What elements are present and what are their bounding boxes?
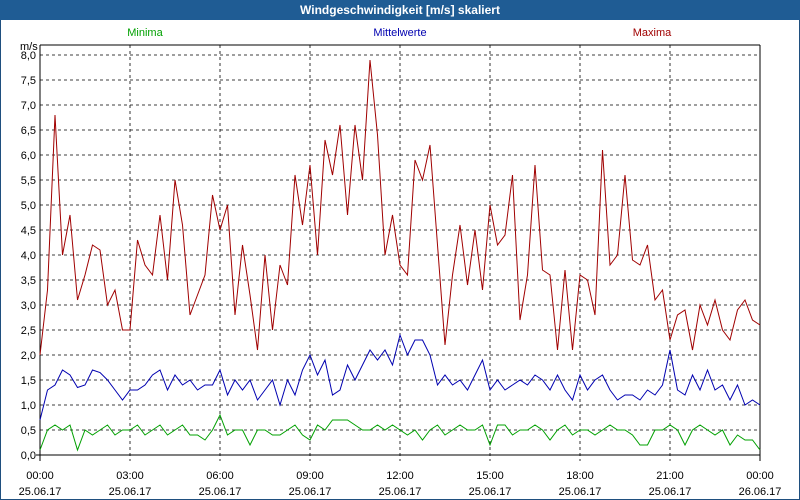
y-tick-label: 6,5 (21, 125, 36, 137)
y-tick-label: 8,0 (21, 50, 36, 62)
x-tick-time: 06:00 (206, 470, 234, 482)
y-tick-label: 2,5 (21, 325, 36, 337)
x-tick-date: 25.06.17 (649, 486, 692, 498)
y-tick-label: 4,5 (21, 225, 36, 237)
series-line-maxima (39, 59, 761, 356)
y-tick-label: 1,0 (21, 400, 36, 412)
x-tick-date: 25.06.17 (469, 486, 512, 498)
x-tick-date: 25.06.17 (379, 486, 422, 498)
y-tick-label: 0,0 (21, 450, 36, 462)
x-tick-date: 25.06.17 (109, 486, 152, 498)
legend-entry-maxima: Maxima (633, 27, 672, 39)
legend: Minima Mittelwerte Maxima (127, 27, 672, 39)
y-tick-label: 3,5 (21, 275, 36, 287)
y-tick-label: 5,0 (21, 200, 36, 212)
x-tick-date: 26.06.17 (739, 486, 782, 498)
x-tick-date: 25.06.17 (199, 486, 242, 498)
x-tick-date: 25.06.17 (19, 486, 62, 498)
series-line-minima (39, 413, 761, 452)
x-tick-time: 09:00 (296, 470, 324, 482)
x-tick-time: 12:00 (386, 470, 414, 482)
y-tick-label: 4,0 (21, 250, 36, 262)
series (39, 59, 761, 452)
x-tick-time: 00:00 (26, 470, 54, 482)
x-tick-time: 18:00 (566, 470, 594, 482)
legend-entry-mittelwerte: Mittelwerte (373, 27, 426, 39)
series-line-mittelwerte (39, 333, 761, 421)
grid (39, 45, 761, 461)
y-tick-label: 2,0 (21, 350, 36, 362)
y-tick-label: 1,5 (21, 375, 36, 387)
y-tick-label: 7,0 (21, 100, 36, 112)
y-tick-label: 6,0 (21, 150, 36, 162)
chart-title: Windgeschwindigkeit [m/s] skaliert (0, 0, 800, 20)
x-tick-time: 15:00 (476, 470, 504, 482)
x-tick-date: 25.06.17 (289, 486, 332, 498)
y-axis-label: m/s (20, 41, 38, 53)
axes: 0,0 0,5 1,0 1,5 2,0 2,5 3,0 3,5 4,0 4,5 5,0 5,5 6,0 6… (19, 44, 782, 498)
x-tick-time: 00:00 (746, 470, 774, 482)
legend-entry-minima: Minima (127, 27, 163, 39)
y-tick-label: 0,5 (21, 425, 36, 437)
y-tick-label: 5,5 (21, 175, 36, 187)
y-tick-label: 3,0 (21, 300, 36, 312)
x-tick-time: 03:00 (116, 470, 144, 482)
x-tick-time: 21:00 (656, 470, 684, 482)
x-tick-date: 25.06.17 (559, 486, 602, 498)
y-tick-label: 7,5 (21, 75, 36, 87)
